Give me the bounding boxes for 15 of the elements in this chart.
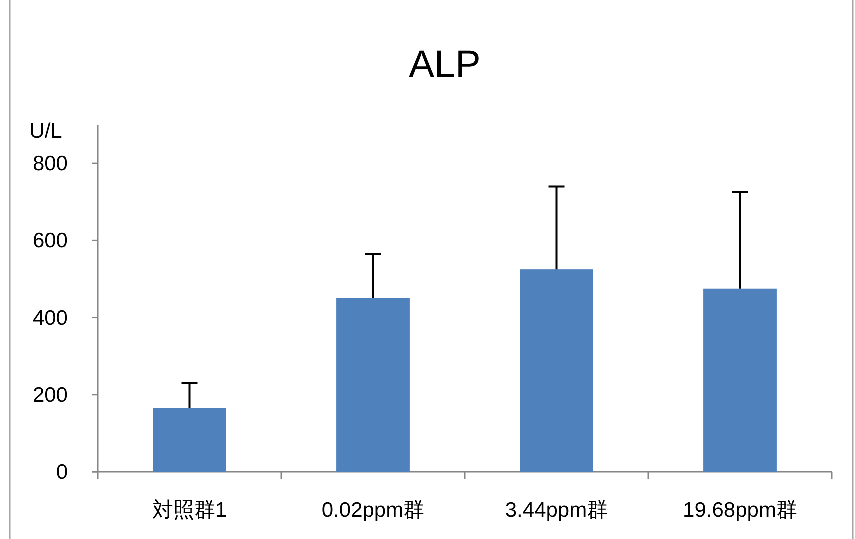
bar — [153, 408, 226, 472]
x-tick-label: 3.44ppm群 — [505, 499, 608, 522]
bar — [704, 288, 777, 472]
bar — [336, 298, 410, 472]
x-tick-label: 0.02ppm群 — [322, 499, 425, 522]
x-tick-label: 対照群1 — [152, 499, 228, 522]
y-tick-label: 800 — [32, 152, 68, 176]
y-tick-label: 600 — [32, 230, 68, 253]
y-tick-label: 0 — [56, 461, 68, 484]
x-tick-label: 19.68ppm群 — [683, 499, 798, 522]
y-tick-label: 200 — [32, 384, 68, 407]
y-axis-title: U/L — [30, 120, 62, 143]
bar — [520, 270, 594, 472]
chart-title: ALP — [409, 44, 481, 86]
y-tick-label: 400 — [32, 306, 68, 330]
